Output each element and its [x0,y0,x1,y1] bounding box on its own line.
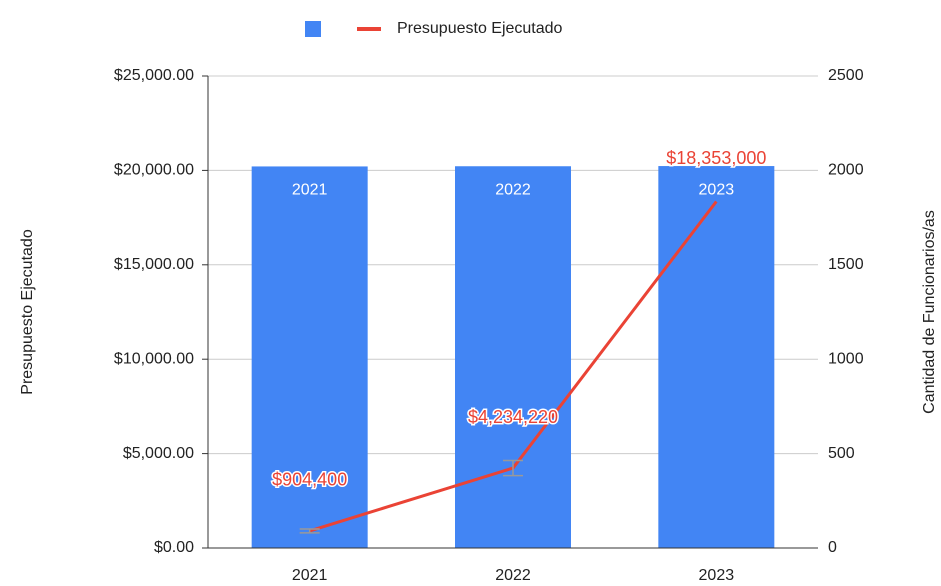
y2-tick-label: 500 [828,445,855,462]
y-axis-title: Presupuesto Ejecutado [19,229,36,395]
y2-tick-label: 0 [828,539,837,556]
error-bar [503,459,523,477]
error-bar [299,528,320,534]
line-value-label: $904,400 [272,470,347,490]
line-value-label: $18,353,000 [666,148,766,168]
y2-tick-label: 1000 [828,350,864,367]
legend-label: Presupuesto Ejecutado [397,20,563,37]
x-tick-label: 2023 [699,567,735,584]
bar [658,166,775,548]
y-tick-label: $10,000.00 [114,350,194,367]
bar-value-label: 2021 [292,182,328,199]
y-tick-label: $5,000.00 [123,445,194,462]
y-tick-label: $0.00 [154,539,194,556]
bar-value-label: 2022 [495,181,531,198]
y2-tick-label: 1500 [828,256,864,273]
legend-swatch-bar [305,21,321,37]
x-tick-label: 2021 [292,567,328,584]
bar [251,166,368,549]
y2-tick-label: 2500 [828,67,864,84]
bar [455,166,571,548]
x-tick-label: 2022 [495,567,531,584]
y2-axis-title: Cantidad de Funcionarios/as [921,210,938,414]
y-tick-label: $25,000.00 [114,67,194,84]
y-tick-label: $20,000.00 [114,162,194,179]
bar-value-label: 2023 [699,181,735,198]
y2-tick-label: 2000 [828,162,864,179]
line-value-label: $4,234,220 [468,407,558,427]
y-tick-label: $15,000.00 [114,256,194,273]
